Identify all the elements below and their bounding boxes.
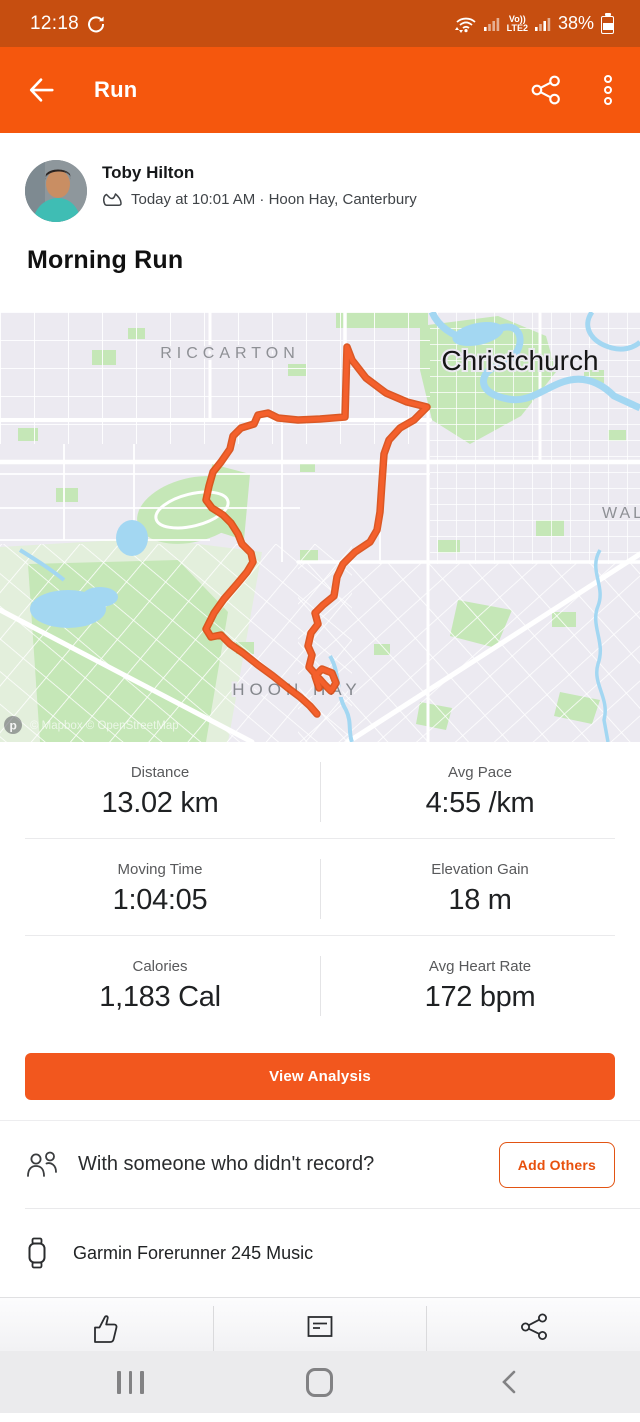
recents-bars-icon	[117, 1370, 144, 1394]
share-nodes-icon	[531, 75, 560, 105]
kudos-button[interactable]	[0, 1298, 213, 1351]
people-icon	[27, 1151, 57, 1177]
android-nav-bar	[0, 1351, 640, 1413]
share-button[interactable]	[530, 74, 562, 106]
section-divider	[0, 1120, 640, 1121]
avatar-photo	[25, 160, 87, 222]
stat-moving-time: Moving Time 1:04:05	[112, 861, 208, 916]
map-major-roads	[0, 312, 640, 742]
nav-back-button[interactable]	[415, 1369, 604, 1395]
stat-calories: Calories 1,183 Cal	[99, 958, 221, 1013]
map-label-waltham: WAL	[602, 505, 640, 522]
page-title: Run	[94, 77, 138, 102]
view-analysis-button[interactable]: View Analysis	[25, 1053, 615, 1100]
chevron-left-icon	[502, 1370, 516, 1394]
comment-icon	[307, 1316, 333, 1337]
add-others-button[interactable]: Add Others	[498, 1141, 615, 1188]
add-others-row: With someone who didn't record? Add Othe…	[0, 1121, 640, 1208]
running-shoe-icon	[102, 193, 122, 206]
stat-avg-pace: Avg Pace 4:55 /km	[425, 764, 535, 819]
add-others-prompt: With someone who didn't record?	[78, 1153, 375, 1175]
svg-text:p: p	[10, 719, 17, 733]
signal-bars-icon	[483, 17, 499, 31]
clock: 12:18	[30, 12, 80, 34]
wifi-icon	[454, 17, 476, 33]
sync-icon	[88, 15, 105, 32]
comment-button[interactable]	[214, 1298, 427, 1351]
share-nodes-icon	[520, 1313, 547, 1340]
smartwatch-icon	[28, 1237, 46, 1269]
back-button[interactable]	[26, 75, 56, 105]
map-label-riccarton: RICCARTON	[160, 345, 300, 362]
map-attribution: p © Mapbox © OpenStreetMap	[4, 716, 179, 734]
stat-elevation-gain: Elevation Gain 18 m	[431, 861, 529, 916]
row-divider	[25, 1208, 640, 1209]
battery-percent: 38%	[557, 13, 594, 33]
route-map[interactable]: RICCARTON Christchurch WAL HOON HAY p © …	[0, 312, 640, 742]
social-action-bar	[0, 1297, 640, 1351]
home-square-icon	[306, 1367, 334, 1397]
stats-grid: Distance 13.02 km Avg Pace 4:55 /km Movi…	[0, 742, 640, 1032]
signal-bars-icon	[534, 17, 551, 31]
activity-title: Morning Run	[27, 246, 184, 274]
nav-recents-button[interactable]	[36, 1370, 225, 1394]
arrow-left-icon	[29, 78, 54, 102]
battery-icon	[601, 13, 614, 34]
app-bar: Run	[0, 47, 640, 133]
device-name: Garmin Forerunner 245 Music	[73, 1242, 314, 1263]
status-bar: 12:18 Vo)) LTE2	[0, 0, 640, 47]
thumbs-up-icon	[94, 1315, 118, 1343]
volte-indicator: Vo)) LTE2	[506, 13, 528, 33]
device-row: Garmin Forerunner 245 Music	[0, 1209, 640, 1297]
athlete-name[interactable]: Toby Hilton	[102, 163, 195, 182]
stat-avg-heart-rate: Avg Heart Rate 172 bpm	[424, 958, 536, 1013]
map-label-christchurch: Christchurch	[441, 345, 598, 376]
avatar[interactable]	[25, 160, 87, 222]
overflow-menu-button[interactable]	[602, 74, 614, 106]
route-polyline	[202, 343, 431, 718]
share-activity-button[interactable]	[427, 1298, 640, 1351]
athlete-header: Toby Hilton Today at 10:01 AM · Hoon Hay…	[25, 160, 615, 222]
kebab-menu-icon	[604, 75, 612, 105]
activity-meta: Today at 10:01 AM · Hoon Hay, Canterbury	[131, 191, 417, 208]
svg-text:© Mapbox © OpenStreetMap: © Mapbox © OpenStreetMap	[30, 720, 179, 732]
nav-home-button[interactable]	[225, 1367, 414, 1397]
stat-distance: Distance 13.02 km	[101, 764, 219, 819]
